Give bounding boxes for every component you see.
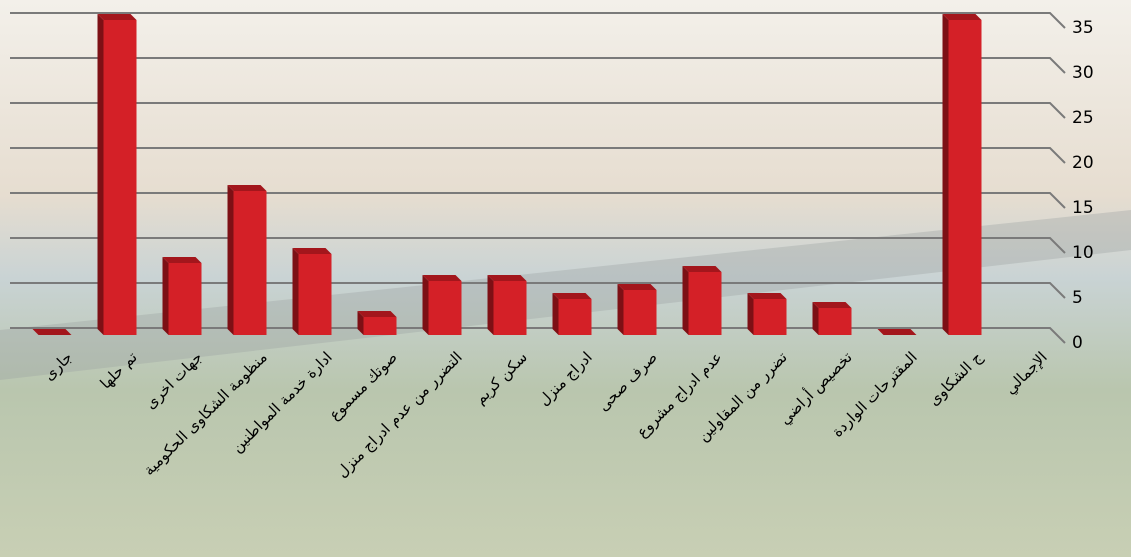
bar-face [747, 293, 787, 299]
bar-face [558, 299, 592, 335]
grid-line [10, 12, 1066, 29]
bar [32, 329, 72, 335]
bar [162, 257, 202, 335]
bar-face [357, 311, 364, 335]
bar-face [292, 248, 299, 335]
bar-face [422, 275, 429, 335]
bar-face [877, 329, 917, 335]
grid-line [10, 192, 1066, 209]
bar-face [292, 248, 332, 254]
grid-line [10, 282, 1066, 299]
grid-line [10, 327, 1066, 344]
bar-face [942, 14, 949, 335]
bar-face [422, 275, 462, 281]
bar [682, 266, 722, 335]
grid-line [10, 102, 1066, 119]
bar-face [617, 284, 624, 335]
bar-face [363, 317, 397, 335]
bar [292, 248, 332, 335]
bar [422, 275, 462, 335]
y-tick-label: 30 [1072, 63, 1094, 83]
bar-face [617, 284, 657, 290]
bar-face [97, 14, 137, 20]
bar-face [948, 20, 982, 335]
bar-face [552, 293, 592, 299]
bar [617, 284, 657, 335]
bar-face [428, 281, 462, 335]
bar-face [493, 281, 527, 335]
y-tick-label: 35 [1072, 18, 1094, 38]
bar-face [552, 293, 559, 335]
bar-face [753, 299, 787, 335]
bar-face [168, 263, 202, 335]
y-tick-label: 15 [1072, 198, 1094, 218]
bar-face [227, 185, 267, 191]
bar-face [162, 257, 202, 263]
bar-face [818, 308, 852, 335]
bar-face [233, 191, 267, 335]
bar-face [942, 14, 982, 20]
bar [357, 311, 397, 335]
bar [747, 293, 787, 335]
bar [552, 293, 592, 335]
bar [877, 329, 917, 335]
bar-face [682, 266, 722, 272]
bar-face [688, 272, 722, 335]
bar [812, 302, 852, 335]
bar [487, 275, 527, 335]
bar [227, 185, 267, 335]
bar-face [32, 329, 72, 335]
bar-face [623, 290, 657, 335]
grid-line [10, 147, 1066, 164]
bar-face [227, 185, 234, 335]
bar-face [812, 302, 819, 335]
grid-line [10, 237, 1066, 254]
grid-line [10, 57, 1066, 74]
bar-face [812, 302, 852, 308]
bar [942, 14, 982, 335]
y-tick-label: 5 [1072, 288, 1083, 308]
bar-face [357, 311, 397, 317]
bar-face [97, 14, 104, 335]
y-tick-label: 10 [1072, 243, 1094, 263]
bar-face [747, 293, 754, 335]
bar-face [487, 275, 527, 281]
y-tick-label: 25 [1072, 108, 1094, 128]
bar-face [682, 266, 689, 335]
bar-face [103, 20, 137, 335]
bar [97, 14, 137, 335]
y-tick-label: 20 [1072, 153, 1094, 173]
y-tick-label: 0 [1072, 333, 1083, 353]
bar-face [298, 254, 332, 335]
bar-face [487, 275, 494, 335]
bar-face [162, 257, 169, 335]
